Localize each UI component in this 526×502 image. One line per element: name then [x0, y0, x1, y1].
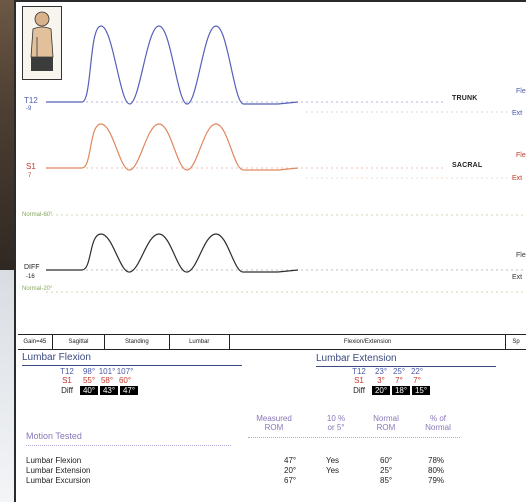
normal-rom-header: Normal ROM: [364, 414, 408, 432]
right-ext-label-3: Ext: [512, 274, 523, 281]
motion-row-1-ten: Yes: [326, 456, 340, 465]
motion-row-3-measured: 67°: [284, 476, 297, 485]
motion-row-2-measured: 20°: [284, 466, 297, 475]
columns-header-divider: [248, 437, 460, 438]
flexion-s1-v2: 58°: [100, 376, 114, 385]
flexion-title: Lumbar Flexion: [22, 352, 91, 363]
pct-header-line1: % of: [429, 414, 446, 423]
extension-t12-row: T12 23° 25° 22°: [346, 367, 426, 376]
motion-row-1-measured: 47°: [284, 456, 297, 465]
tab-flexion-extension[interactable]: Flexion/Extension: [230, 335, 507, 349]
flexion-s1-v3: 60°: [118, 376, 132, 385]
flexion-s1-v1: 55°: [82, 376, 96, 385]
extension-diff-v2: 18°: [392, 386, 410, 395]
extension-title: Lumbar Extension: [316, 353, 397, 364]
extension-underline: [316, 366, 496, 367]
pct-normal-header: % of Normal: [416, 414, 460, 432]
ten-header-line1: 10 %: [326, 414, 346, 423]
motion-row-1-label: Lumbar Flexion: [26, 456, 82, 465]
diff-waveform: [46, 233, 299, 273]
trunk-waveform: [46, 25, 299, 105]
right-ext-label-2: Ext: [512, 175, 523, 182]
extension-s1-label: S1: [354, 376, 364, 385]
ten-header-line2: or 5°: [327, 423, 345, 432]
measured-header-line2: ROM: [264, 423, 284, 432]
motion-row-1-normal: 60°: [380, 456, 393, 465]
flexion-diff-row: Diff 40° 43° 47°: [54, 386, 140, 395]
extension-s1-row: S1 3° 7° 7°: [346, 376, 426, 385]
trunk-series-label: TRUNK: [452, 95, 478, 102]
flexion-diff-label: Diff: [61, 386, 73, 395]
extension-t12-v3: 22°: [410, 367, 424, 376]
monitor-screen: T12 -9 S1 7 DIFF -16 Normal-60° Normal-2…: [14, 0, 526, 502]
trunk-channel-label: T12: [24, 96, 38, 105]
mode-tab-bar: Gain=45 Sagittal Standing Lumbar Flexion…: [18, 334, 526, 350]
flexion-diff-v1: 40°: [80, 386, 98, 395]
extension-s1-v1: 3°: [377, 376, 385, 385]
flexion-diff-v2: 43°: [100, 386, 118, 395]
extension-t12-v2: 25°: [392, 367, 406, 376]
motion-row-2-pct: 80%: [428, 466, 445, 475]
right-ext-label-1: Ext: [512, 110, 523, 117]
extension-diff-label: Diff: [353, 386, 365, 395]
sacral-series-label: SACRAL: [452, 162, 483, 169]
flexion-s1-row: S1 55° 58° 60°: [54, 376, 134, 385]
waveform-graph: [46, 25, 524, 293]
motion-row-3-normal: 85°: [380, 476, 393, 485]
extension-diff-row: Diff 20° 18° 15°: [346, 386, 432, 395]
measured-header-line1: Measured: [256, 414, 292, 423]
measured-rom-header: Measured ROM: [246, 414, 302, 432]
trunk-ref-value: -9: [26, 106, 32, 112]
right-flex-label-3: Fle: [516, 252, 526, 259]
sacral-waveform: [46, 123, 299, 171]
normal-header-line2: ROM: [376, 423, 396, 432]
extension-s1-v2: 7°: [395, 376, 403, 385]
motion-row-2-label: Lumbar Extension: [26, 466, 91, 475]
sacral-ref-value: 7: [28, 173, 32, 179]
flexion-t12-v3: 107°: [116, 367, 134, 376]
flexion-t12-v1: 98°: [82, 367, 96, 376]
tab-standing[interactable]: Standing: [105, 335, 170, 349]
right-flex-label-1: Fle: [516, 88, 526, 95]
extension-diff-v3: 15°: [412, 386, 430, 395]
extension-s1-v3: 7°: [413, 376, 421, 385]
tab-lumbar[interactable]: Lumbar: [170, 335, 230, 349]
diff-channel-label: DIFF: [24, 264, 40, 271]
tab-sagittal[interactable]: Sagittal: [53, 335, 106, 349]
tab-gain[interactable]: Gain=45: [18, 335, 53, 349]
extension-diff-v1: 20°: [372, 386, 390, 395]
motion-header-divider: [26, 445, 231, 446]
motion-row-2-normal: 25°: [380, 466, 393, 475]
tab-sp[interactable]: Sp: [512, 339, 520, 345]
motion-row-2-ten: Yes: [326, 466, 340, 475]
motion-row-3-label: Lumbar Excursion: [26, 476, 91, 485]
ten-percent-header: 10 % or 5°: [316, 414, 356, 432]
normal-upper-label: Normal-60°: [22, 212, 53, 218]
pct-header-line2: Normal: [425, 423, 451, 432]
extension-t12-v1: 23°: [374, 367, 388, 376]
normal-header-line1: Normal: [373, 414, 399, 423]
normal-lower-label: Normal-20°: [22, 286, 53, 292]
flexion-diff-v3: 47°: [120, 386, 138, 395]
right-flex-label-2: Fle: [516, 152, 526, 159]
flexion-t12-row: T12 98° 101° 107°: [54, 367, 134, 376]
flexion-t12-label: T12: [60, 367, 74, 376]
flexion-s1-label: S1: [62, 376, 72, 385]
motion-row-3-pct: 79%: [428, 476, 445, 485]
patient-figure-icon: [22, 6, 62, 80]
sacral-channel-label: S1: [26, 162, 36, 171]
flexion-t12-v2: 101°: [98, 367, 116, 376]
diff-ref-value: -16: [26, 274, 35, 280]
motion-row-1-pct: 78%: [428, 456, 445, 465]
flexion-underline: [22, 365, 242, 366]
extension-t12-label: T12: [352, 367, 366, 376]
motion-tested-header: Motion Tested: [26, 431, 82, 441]
